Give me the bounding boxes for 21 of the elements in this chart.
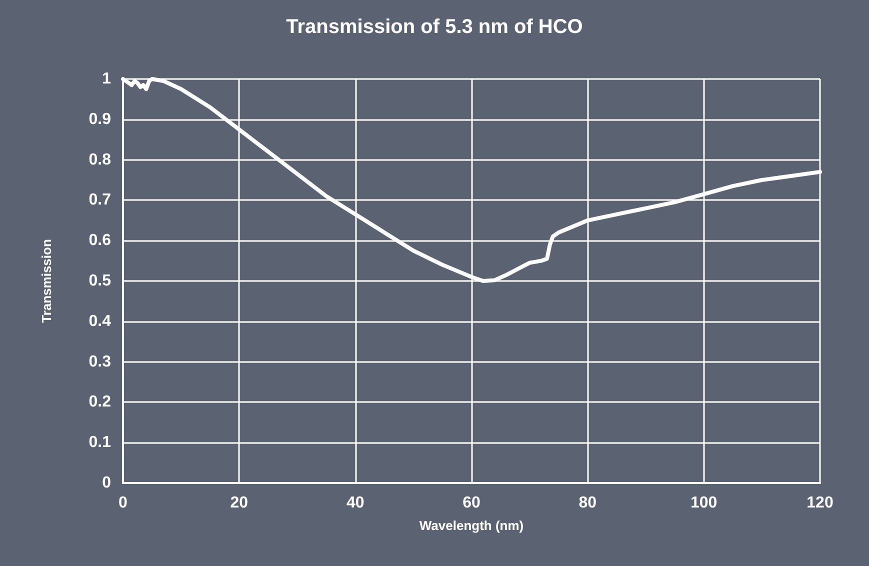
y-tick-label: 0.4 (88, 312, 112, 330)
y-tick-label: 0.8 (88, 151, 112, 168)
y-tick-label: 1 (102, 70, 112, 88)
chart-title: Transmission of 5.3 nm of HCO (286, 16, 583, 38)
y-tick-label: 0.9 (88, 110, 112, 128)
x-tick-label: 80 (578, 494, 597, 512)
x-tick-label: 100 (690, 494, 718, 512)
x-tick-label: 60 (462, 494, 480, 512)
y-tick-label: 0.1 (88, 434, 112, 452)
y-tick-label: 0 (102, 474, 112, 492)
y-tick-label: 0.6 (88, 232, 112, 250)
x-tick-label: 120 (806, 494, 834, 512)
x-axis-title: Wavelength (nm) (419, 518, 524, 533)
x-tick-label: 0 (118, 494, 128, 512)
y-tick-label: 0.5 (88, 272, 112, 290)
y-tick-label: 0.3 (88, 353, 112, 370)
y-tick-label: 0.7 (88, 192, 112, 209)
x-tick-label: 40 (346, 494, 364, 512)
y-tick-label: 0.2 (88, 394, 112, 411)
x-tick-label: 20 (230, 494, 248, 512)
y-axis-title: Transmission (39, 239, 54, 323)
